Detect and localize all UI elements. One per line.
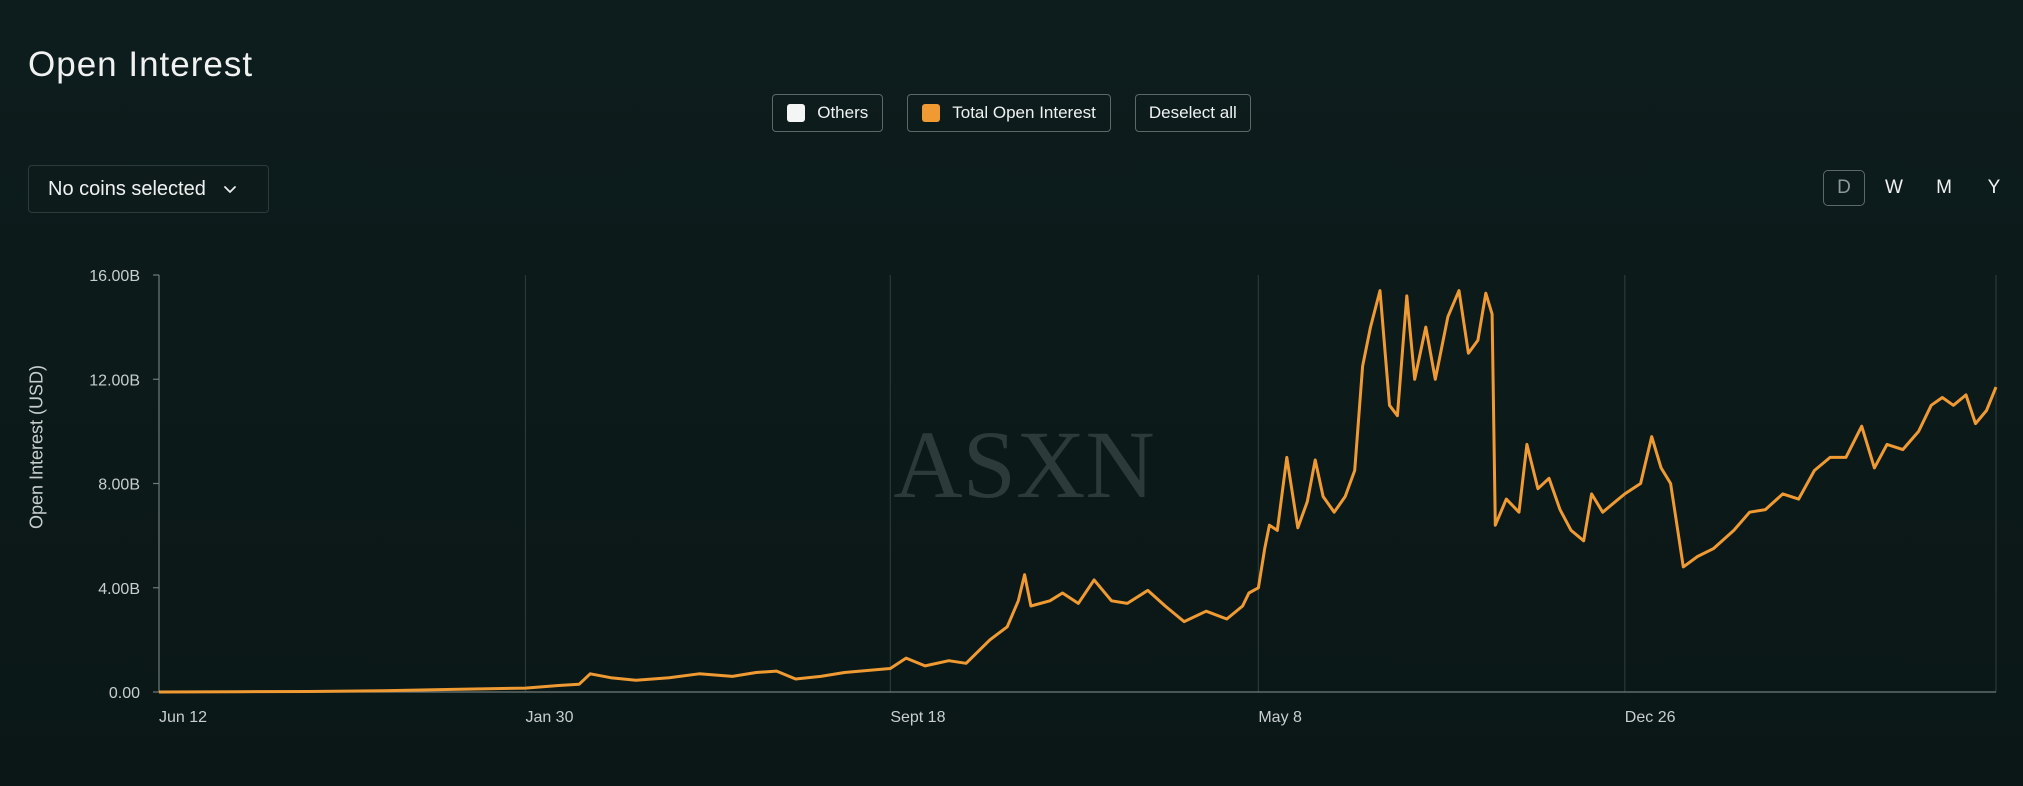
x-tick-label: Dec 26 xyxy=(1625,709,1676,726)
legend: Others Total Open Interest Deselect all xyxy=(0,94,2023,132)
grid-lines xyxy=(524,275,1997,692)
period-selector: D W M Y xyxy=(1823,170,2023,206)
x-tick-label: Sept 18 xyxy=(890,709,945,726)
x-tick-label: Jan 30 xyxy=(525,709,573,726)
y-tick-label: 0.00 xyxy=(109,685,140,702)
period-month-button[interactable]: M xyxy=(1936,177,1952,198)
coin-selector-label: No coins selected xyxy=(48,177,206,200)
coin-selector-dropdown[interactable]: No coins selected xyxy=(28,165,269,213)
watermark: ASXN xyxy=(893,411,1154,518)
period-day-button[interactable]: D xyxy=(1823,170,1865,206)
period-week-button[interactable]: W xyxy=(1885,177,1903,198)
y-tick-labels: 0.00 4.00B 8.00B 12.00B 16.00B xyxy=(89,268,159,702)
y-tick-label: 12.00B xyxy=(89,372,140,389)
legend-label-others: Others xyxy=(817,103,869,122)
y-tick-label: 4.00B xyxy=(98,581,140,598)
others-swatch-icon xyxy=(787,104,806,122)
open-interest-chart: ASXN 0.00 4.00B 8.00B 12.00B 16.00B Jun 12 Ja… xyxy=(89,268,1998,726)
series-layer xyxy=(158,289,1998,694)
chevron-down-icon xyxy=(223,186,236,193)
total-open-interest-swatch-icon xyxy=(922,104,941,122)
legend-item-others[interactable]: Others xyxy=(772,94,884,132)
legend-item-total-open-interest[interactable]: Total Open Interest xyxy=(907,94,1111,132)
page-title: Open Interest xyxy=(28,45,254,85)
series-line-total-open-interest xyxy=(158,289,1998,694)
deselect-all-button[interactable]: Deselect all xyxy=(1134,94,1251,132)
y-tick-label: 16.00B xyxy=(89,268,140,285)
x-tick-label: May 8 xyxy=(1258,709,1302,726)
y-tick-label: 8.00B xyxy=(98,477,140,494)
x-tick-label: Jun 12 xyxy=(159,709,207,726)
x-tick-labels: Jun 12 Jan 30 Sept 18 May 8 Dec 26 xyxy=(159,709,1676,726)
legend-label-total-open-interest: Total Open Interest xyxy=(952,103,1096,122)
period-year-button[interactable]: Y xyxy=(1987,177,2001,198)
